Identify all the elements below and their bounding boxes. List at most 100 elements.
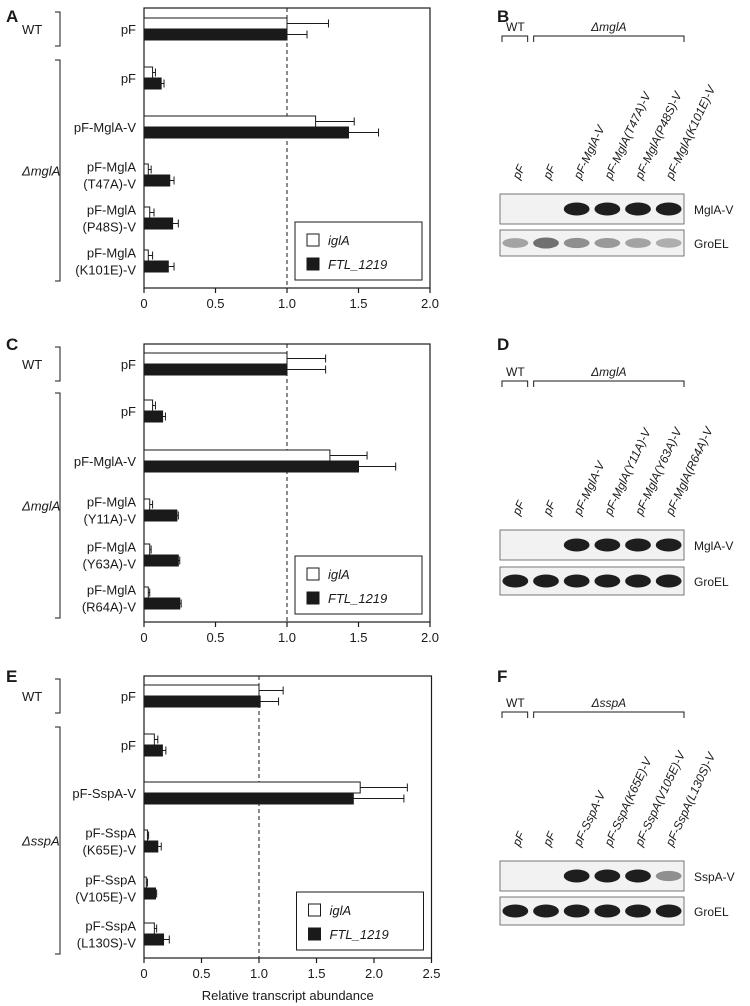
blot-band [594, 202, 621, 216]
bar-igla [143, 684, 260, 697]
blot-band [655, 574, 682, 588]
bar-ftl-1219 [143, 460, 359, 473]
bar-igla [143, 498, 151, 511]
blot-band [502, 574, 529, 588]
wt-bracket [501, 711, 529, 718]
bar-igla [143, 922, 155, 935]
bar-igla [143, 17, 288, 30]
panel-letter: F [497, 667, 507, 686]
spacer [55, 679, 62, 713]
row-label: pF-SspA [85, 873, 136, 888]
x-tick-label: 2.5 [422, 966, 440, 981]
group-label: ΔmglA [21, 499, 60, 514]
legend-swatch [306, 591, 320, 605]
x-tick-label: 1.0 [278, 630, 296, 645]
row-label: pF-SspA [85, 826, 136, 841]
lane-label: pF [540, 162, 559, 182]
blot-strip [499, 529, 685, 561]
bar-ftl-1219 [143, 509, 178, 522]
x-tick-label: 2.0 [421, 296, 439, 311]
bar-igla [143, 206, 151, 219]
x-tick-label: 0 [140, 966, 147, 981]
blot-band [563, 869, 590, 883]
blot-band [563, 904, 590, 918]
legend-label: iglA [330, 903, 352, 918]
panel-letter: C [6, 335, 18, 354]
row-label: pF-MglA [87, 495, 136, 510]
x-tick-label: 1.0 [250, 966, 268, 981]
bar-ftl-1219 [143, 887, 156, 900]
bar-igla [143, 352, 288, 365]
bar-igla [143, 781, 361, 794]
bar-ftl-1219 [143, 410, 164, 423]
legend-label: FTL_1219 [330, 927, 389, 942]
blot-band [533, 574, 559, 588]
x-tick-label: 0.5 [192, 966, 210, 981]
bar-ftl-1219 [143, 695, 261, 708]
blot-strip [499, 860, 685, 892]
panel-letter: B [497, 7, 509, 26]
bar-ftl-1219 [143, 363, 288, 376]
blot-band [625, 238, 651, 248]
legend-swatch [306, 567, 320, 581]
row-label: (Y11A)-V [84, 512, 137, 527]
blot-band [625, 538, 651, 552]
wt-label: WT [506, 696, 525, 710]
blot-band [655, 238, 682, 248]
row-label: pF-MglA [87, 246, 136, 261]
blot-band [655, 538, 682, 552]
band-label: MglA-V [694, 539, 733, 553]
mutant-bracket [533, 380, 685, 387]
blot-band [655, 202, 682, 216]
row-label: pF [121, 357, 136, 372]
x-tick-label: 2.0 [421, 630, 439, 645]
blot-band [563, 538, 590, 552]
x-tick-label: 0.5 [206, 630, 224, 645]
bar-igla [143, 163, 149, 176]
bar-ftl-1219 [143, 597, 181, 610]
bar-igla [143, 449, 331, 462]
x-axis-title: Relative transcript abundance [202, 988, 374, 1003]
lane-label: pF [509, 498, 528, 518]
lane-label: pF [509, 829, 528, 849]
plot-frame [143, 675, 433, 959]
legend-swatch [306, 233, 320, 247]
blot-band [625, 904, 651, 918]
row-label: pF-MglA-V [74, 120, 136, 135]
blot-strip [499, 229, 685, 257]
lane-label: pF [509, 162, 528, 182]
mutant-label: ΔmglA [590, 365, 626, 379]
x-tick-label: 0 [140, 630, 147, 645]
x-tick-label: 1.5 [307, 966, 325, 981]
band-label: GroEL [694, 575, 729, 589]
x-tick-label: 1.5 [349, 630, 367, 645]
blot-band [502, 238, 529, 248]
row-label: pF [121, 22, 136, 37]
row-label: pF [121, 404, 136, 419]
bar-igla [143, 586, 149, 599]
group-bracket [55, 11, 61, 47]
blot-band [625, 574, 651, 588]
spacer [55, 12, 62, 46]
row-label: (R64A)-V [82, 600, 137, 615]
wt-label: WT [506, 20, 525, 34]
bar-ftl-1219 [143, 260, 169, 273]
row-label: (Y63A)-V [83, 557, 137, 572]
bar-igla [143, 543, 151, 556]
blot-strip [499, 566, 685, 596]
band-label: MglA-V [694, 203, 733, 217]
row-label: pF-MglA [87, 540, 136, 555]
chart-panel-e: E 0 0.5 1.0 1.5 2.0 2.5 pF pF pF-SspA-V pF-SspA (K6… [6, 667, 441, 1003]
bar-ftl-1219 [143, 126, 349, 139]
row-label: (T47A)-V [83, 177, 136, 192]
row-label: pF [121, 71, 136, 86]
blot-band [594, 869, 621, 883]
row-label: (L130S)-V [77, 936, 137, 951]
group-label: WT [22, 689, 42, 704]
panel-letter: E [6, 667, 17, 686]
bar-ftl-1219 [143, 28, 288, 41]
blot-band [594, 574, 621, 588]
group-label: ΔmglA [21, 164, 60, 179]
